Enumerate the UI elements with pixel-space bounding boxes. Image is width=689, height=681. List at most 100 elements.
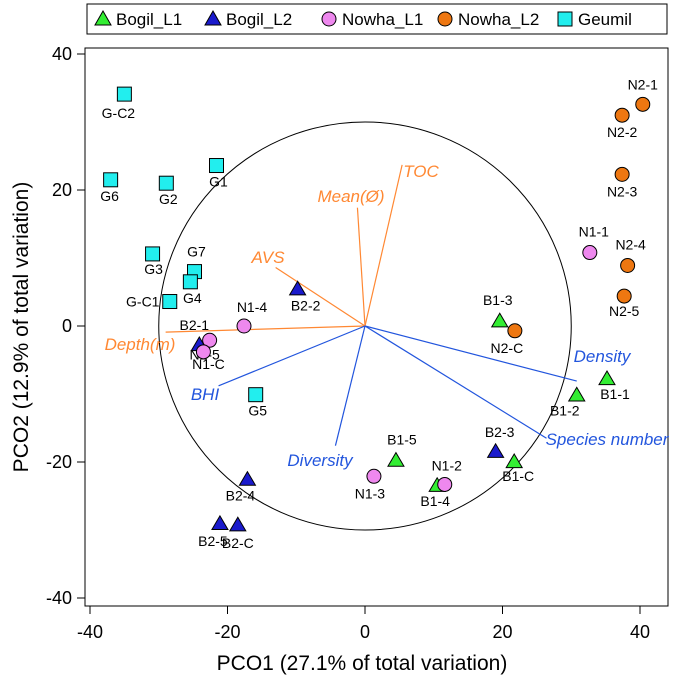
- point-label-g2: G2: [159, 191, 178, 207]
- x-tick-label: 20: [492, 622, 512, 642]
- point-b2-2: [288, 280, 307, 296]
- vector-layer: TOC Mean(Ø) AVS Depth(m) Density Species numb…: [105, 162, 670, 470]
- vector-label-avs: AVS: [250, 248, 285, 267]
- point-label-g5: G5: [248, 403, 267, 419]
- point-n1-5: [202, 332, 218, 348]
- vector-label-density: Density: [574, 347, 632, 366]
- point-n2-c: [507, 323, 523, 339]
- vector-depth-m: [165, 325, 366, 333]
- legend-label-nowha-l1: Nowha_L1: [342, 10, 423, 29]
- legend-label-geumil: Geumil: [578, 10, 632, 29]
- vector-avs: [275, 267, 366, 327]
- point-layer: B1-1 B1-2 B1-3 B1-5 B1-C B1-4 B2-2 B2-1 B2-3 B2-4…: [100, 76, 658, 551]
- point-label-n2-1: N2-1: [628, 76, 659, 92]
- legend-marker-nowha-l2: [437, 11, 453, 27]
- point-n2-4: [620, 257, 636, 273]
- y-tick-label: 0: [62, 316, 72, 336]
- legend-marker-bogil-l1: [94, 9, 112, 26]
- correlation-circle: [158, 121, 572, 531]
- point-g2: [158, 175, 174, 191]
- point-b2-3: [486, 442, 505, 458]
- legend: Bogil_L1 Bogil_L2 Nowha_L1 Nowha_L2 Geumil: [86, 3, 668, 35]
- axes: -40 -20 0 20 40 -40 -20 0 20 40: [46, 44, 650, 642]
- plot-frame: [84, 47, 669, 607]
- point-label-b2-4: B2-4: [226, 488, 256, 504]
- point-g5: [248, 387, 264, 403]
- x-tick-label: 0: [360, 622, 370, 642]
- point-g4: [182, 274, 198, 290]
- point-label-b1-1: B1-1: [600, 386, 630, 402]
- y-axis-title: PCO2 (12.9% of total variation): [10, 182, 33, 473]
- point-label-n1-3: N1-3: [355, 485, 386, 501]
- point-b1-c: [505, 453, 524, 469]
- correlation-circle-ring: [158, 121, 572, 531]
- legend-marker-nowha-l1: [321, 11, 337, 27]
- vector-label-toc: TOC: [403, 162, 439, 181]
- point-label-g6: G6: [100, 188, 119, 204]
- vector-density: [364, 325, 577, 382]
- point-label-b2-3: B2-3: [485, 424, 515, 440]
- y-tick-label: 40: [52, 44, 72, 64]
- point-n2-5: [616, 288, 632, 304]
- point-b1-1: [598, 370, 616, 386]
- point-n2-2: [614, 107, 630, 123]
- point-b1-2: [567, 386, 586, 402]
- point-b1-5: [387, 451, 405, 467]
- legend-label-nowha-l2: Nowha_L2: [458, 10, 539, 29]
- point-label-b2-1: B2-1: [180, 317, 210, 333]
- point-label-n1-2: N1-2: [432, 457, 463, 473]
- point-label-n1-c: N1-C: [192, 356, 225, 372]
- point-label-b2-c: B2-C: [222, 535, 254, 551]
- point-label-n2-c: N2-C: [491, 340, 524, 356]
- legend-marker-bogil-l2: [204, 9, 222, 26]
- y-tick-label: -20: [46, 452, 72, 472]
- y-tick-label: -40: [46, 588, 72, 608]
- legend-marker-geumil: [557, 11, 573, 27]
- x-tick-label: -20: [214, 622, 240, 642]
- point-b2-5: [211, 514, 229, 530]
- point-label-n1-1: N1-1: [579, 224, 610, 240]
- point-n2-1: [635, 96, 651, 112]
- point-label-n1-4: N1-4: [237, 299, 268, 315]
- point-label-b1-2: B1-2: [550, 402, 580, 418]
- vector-bhi: [218, 325, 366, 387]
- point-label-b2-5: B2-5: [198, 533, 228, 549]
- point-label-b1-5: B1-5: [387, 432, 417, 448]
- vector-diversity: [334, 325, 366, 446]
- vector-label-depth-m: Depth(m): [105, 335, 176, 354]
- point-label-n2-5: N2-5: [609, 303, 640, 319]
- point-n1-2: [437, 476, 453, 492]
- vector-label-mean: Mean(Ø): [317, 187, 384, 206]
- x-tick-label: 40: [630, 622, 650, 642]
- point-n1-1: [582, 245, 598, 261]
- legend-label-bogil-l1: Bogil_L1: [116, 10, 182, 29]
- point-label-b2-2: B2-2: [291, 297, 321, 313]
- point-label-g1: G1: [209, 174, 228, 190]
- point-label-g3: G3: [144, 261, 163, 277]
- point-b1-3: [490, 312, 509, 328]
- point-b2-c: [228, 516, 247, 532]
- vector-toc: [364, 164, 403, 327]
- point-label-g-c1: G-C1: [126, 294, 160, 310]
- point-label-b1-c: B1-C: [502, 468, 534, 484]
- x-tick-label: -40: [77, 622, 103, 642]
- point-g1: [209, 158, 224, 174]
- point-label-n2-4: N2-4: [615, 236, 646, 252]
- point-label-b1-3: B1-3: [483, 292, 513, 308]
- point-label-g-c2: G-C2: [102, 105, 136, 121]
- point-g-c2: [116, 86, 132, 102]
- point-label-n2-3: N2-3: [607, 183, 638, 199]
- point-label-g7: G7: [187, 244, 206, 260]
- point-g-c1: [162, 294, 178, 310]
- y-tick-label: 20: [52, 180, 72, 200]
- vector-label-species-number: Species number: [546, 430, 670, 449]
- point-g6: [103, 172, 119, 188]
- point-n2-3: [614, 166, 630, 182]
- point-n1-3: [366, 468, 382, 484]
- vector-label-diversity: Diversity: [287, 451, 354, 470]
- point-g3: [145, 246, 161, 262]
- x-axis-title: PCO1 (27.1% of total variation): [217, 652, 508, 675]
- vector-mean: [356, 207, 366, 327]
- vector-species-number: [364, 325, 547, 439]
